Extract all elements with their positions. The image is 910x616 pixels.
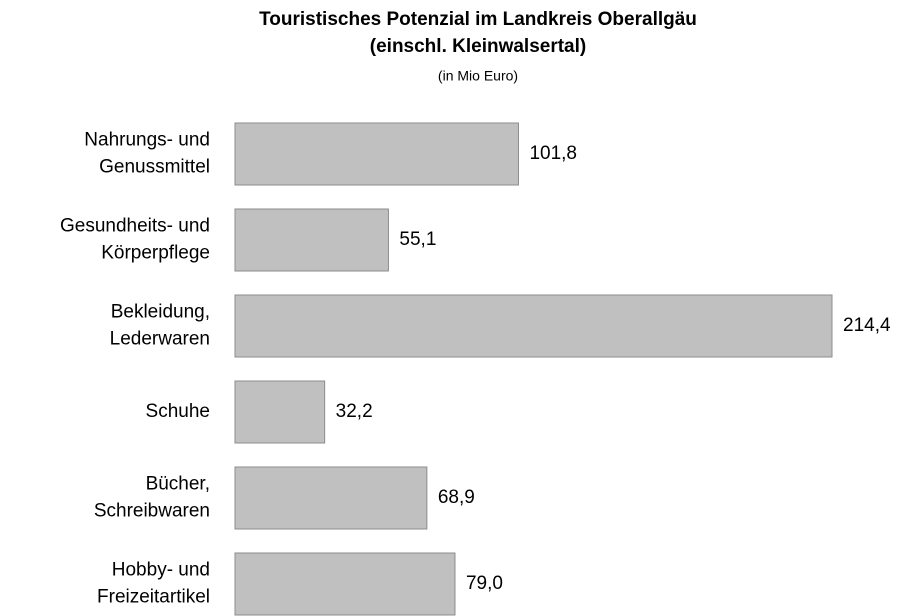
chart-title: Touristisches Potenzial im Landkreis Obe… xyxy=(259,9,697,30)
bar xyxy=(234,294,833,358)
bar xyxy=(234,380,326,444)
value-label: 32,2 xyxy=(336,401,373,422)
category-label: Körperpflege xyxy=(101,243,210,264)
category-label: Bücher, xyxy=(146,474,210,495)
bar xyxy=(234,466,428,530)
category-label: Bekleidung, xyxy=(111,302,210,323)
value-label: 214,4 xyxy=(843,315,891,336)
value-label: 101,8 xyxy=(529,143,577,164)
bar xyxy=(234,552,456,616)
category-label: Schreibwaren xyxy=(94,501,210,522)
bar xyxy=(234,208,389,272)
chart-title: (einschl. Kleinwalsertal) xyxy=(370,36,586,57)
category-label: Freizeitartikel xyxy=(97,587,210,608)
value-label: 55,1 xyxy=(399,229,436,250)
category-label: Gesundheits- und xyxy=(60,216,210,237)
category-label: Genussmittel xyxy=(99,157,210,178)
category-label: Schuhe xyxy=(146,401,210,422)
chart-subtitle: (in Mio Euro) xyxy=(438,68,518,84)
category-label: Hobby- und xyxy=(112,560,210,581)
bar xyxy=(234,122,519,186)
value-label: 68,9 xyxy=(438,487,475,508)
category-label: Lederwaren xyxy=(110,329,210,350)
category-label: Nahrungs- und xyxy=(84,130,210,151)
value-label: 79,0 xyxy=(466,573,503,594)
